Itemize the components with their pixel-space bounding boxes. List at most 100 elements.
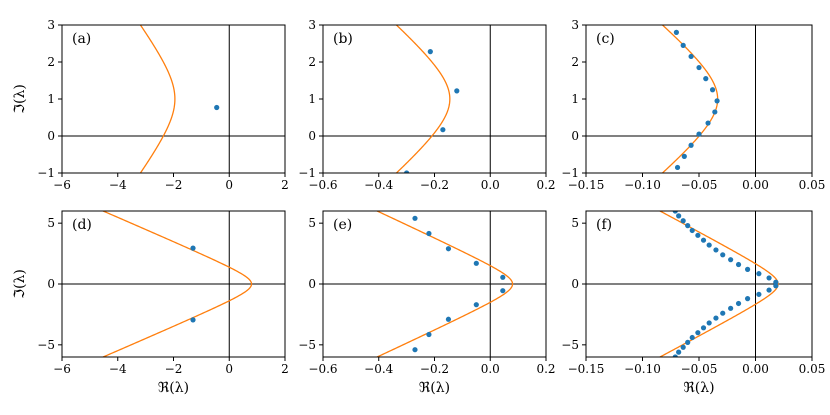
x-tick-label: −0.05 [681, 362, 718, 376]
panel-label: (e) [333, 217, 352, 233]
x-tick-label: −0.6 [308, 178, 337, 192]
data-point [720, 310, 726, 316]
data-point [689, 227, 695, 234]
data-point [412, 215, 418, 221]
data-point [676, 349, 682, 355]
data-point [695, 232, 701, 238]
x-axis-label: ℜ(λ) [683, 380, 714, 396]
y-tick-label: −1 [298, 166, 316, 180]
y-tick-label: 3 [571, 18, 579, 32]
x-tick-label: 0.2 [536, 362, 555, 376]
y-tick-label: 1 [308, 92, 316, 106]
y-tick-label: 0 [571, 277, 579, 291]
y-tick-label: 2 [308, 55, 316, 69]
y-tick-label: 2 [571, 55, 579, 69]
x-tick-label: −0.10 [624, 178, 661, 192]
x-tick-label: −0.05 [681, 178, 718, 192]
y-tick-label: 1 [47, 92, 55, 106]
x-tick-label: −6 [53, 362, 71, 376]
data-point [706, 242, 712, 248]
x-tick-label: 2 [281, 178, 289, 192]
data-point [412, 347, 418, 353]
y-tick-label: −1 [561, 166, 579, 180]
data-point [685, 223, 691, 229]
x-tick-label: −2 [165, 362, 183, 376]
fit-curve [661, 25, 719, 173]
x-tick-label: −0.2 [420, 178, 449, 192]
data-point [735, 300, 742, 307]
x-tick-label: −4 [109, 362, 127, 376]
panel-label: (f) [596, 217, 612, 233]
data-point [766, 287, 772, 293]
data-point [426, 331, 432, 338]
data-point [728, 305, 734, 311]
x-tick-label: 2 [281, 362, 289, 376]
data-point [766, 275, 772, 281]
plot-frame [585, 24, 813, 174]
x-tick-label: 0.00 [742, 178, 769, 192]
data-point [440, 127, 446, 133]
x-tick-label: −4 [109, 178, 127, 192]
y-tick-label: −1 [37, 166, 55, 180]
y-tick-label: −5 [561, 338, 579, 352]
data-point [680, 42, 686, 48]
data-point [680, 344, 686, 350]
y-tick-label: 5 [571, 216, 579, 230]
x-tick-label: 0.05 [799, 178, 826, 192]
data-point [695, 330, 701, 336]
data-point [744, 296, 751, 302]
data-point [700, 325, 707, 331]
data-point [674, 164, 681, 171]
y-axis-label: ℑ(λ) [12, 269, 28, 299]
data-point [709, 87, 716, 93]
y-tick-label: 0 [47, 277, 55, 291]
data-point [672, 354, 678, 357]
y-tick-label: −5 [298, 338, 316, 352]
data-point [773, 279, 779, 285]
plot-frame [322, 24, 547, 174]
x-tick-label: 0.2 [536, 178, 555, 192]
data-point [703, 76, 709, 82]
y-tick-label: 5 [308, 216, 316, 230]
x-tick-label: −2 [165, 178, 183, 192]
data-point [426, 230, 432, 237]
data-point [688, 142, 694, 148]
x-tick-label: −0.15 [568, 178, 605, 192]
panel-a: −6 −4 −2 0 2 −1 0 1 2 3 (a) ℑ(λ) [12, 18, 289, 192]
x-tick-label: −0.2 [420, 362, 449, 376]
data-point [685, 339, 691, 345]
y-tick-label: 0 [47, 129, 55, 143]
data-point [735, 261, 742, 268]
y-tick-label: 0 [308, 129, 316, 143]
data-point [445, 316, 452, 322]
data-point [728, 257, 734, 263]
data-point [756, 271, 762, 277]
panel-d: −6 −4 −2 0 2 −5 0 5 (d) ℜ(λ) ℑ(λ) [12, 210, 289, 396]
data-point [714, 98, 720, 104]
panel-c: −0.15 −0.10 −0.05 0.00 0.05 −1 0 1 2 3 (c) [561, 18, 826, 192]
data-point [473, 302, 479, 308]
y-tick-label: 0 [308, 277, 316, 291]
fit-curve [395, 25, 451, 173]
y-tick-label: 3 [47, 18, 55, 32]
data-point [700, 237, 707, 243]
data-point [473, 260, 479, 266]
x-tick-label: 0.0 [481, 362, 500, 376]
data-point [427, 49, 433, 55]
data-point [676, 213, 682, 219]
data-point [214, 104, 220, 111]
x-tick-label: −0.6 [308, 362, 337, 376]
data-point [696, 64, 702, 71]
data-point [680, 218, 686, 224]
panel-label: (d) [72, 217, 92, 233]
data-point [672, 211, 678, 214]
data-point [696, 131, 702, 137]
x-tick-label: −0.4 [364, 362, 394, 376]
fit-curve [375, 211, 514, 357]
data-point [673, 29, 680, 35]
y-tick-label: 3 [308, 18, 316, 32]
data-point [689, 334, 695, 341]
data-point [454, 88, 460, 94]
data-point [190, 245, 196, 251]
y-tick-label: −5 [37, 338, 55, 352]
